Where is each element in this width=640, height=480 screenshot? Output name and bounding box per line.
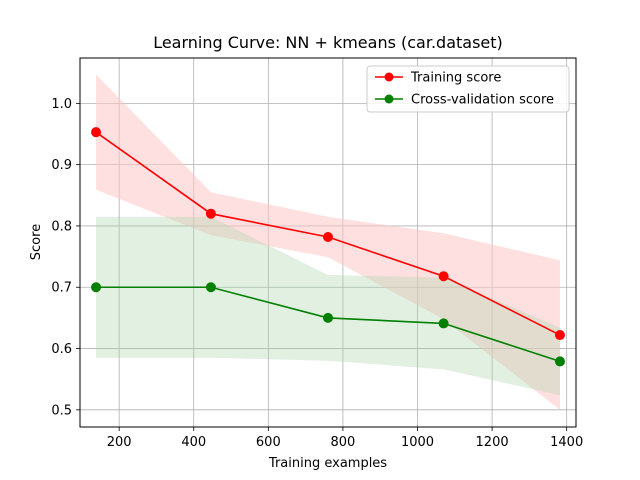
point-series-1 (323, 231, 333, 242)
y-tick-label: 0.9 (51, 158, 72, 173)
confidence-bands (96, 74, 560, 410)
legend-box (366, 65, 570, 113)
x-tick-label: 800 (331, 435, 356, 450)
band-series-1 (96, 74, 560, 410)
point-series-2 (91, 282, 102, 293)
y-tick-label: 0.5 (51, 403, 72, 418)
x-tick-label: 1000 (401, 435, 434, 450)
x-tick-label: 1200 (476, 435, 509, 450)
x-tick-label: 1400 (550, 435, 583, 450)
point-series-2 (323, 312, 333, 323)
y-tick-label: 0.8 (51, 219, 72, 234)
point-series-2 (554, 356, 565, 367)
y-axis-ticks: 0.5 0.6 0.7 0.8 0.9 1.0 (51, 97, 80, 418)
point-series-1 (554, 330, 565, 341)
point-series-1 (91, 127, 102, 138)
axes-frame (79, 57, 577, 428)
chart-title: Learning Curve: NN + kmeans (car.dataset… (153, 33, 503, 52)
x-tick-label: 200 (107, 435, 132, 450)
x-tick-label: 600 (256, 435, 281, 450)
y-tick-label: 0.6 (51, 342, 72, 357)
x-axis-label: Training examples (268, 456, 387, 471)
point-series-2 (205, 282, 216, 293)
legend-swatch-marker (384, 94, 394, 104)
legend-entry: Training score (410, 71, 501, 86)
y-tick-label: 0.7 (51, 281, 72, 296)
legend-swatch-marker (384, 72, 394, 82)
legend-entry: Cross-validation score (411, 93, 554, 108)
x-axis-ticks: 200 400 600 800 1000 1200 1400 (107, 427, 583, 450)
series-points (91, 127, 565, 367)
x-tick-label: 400 (181, 435, 206, 450)
band-series-2 (96, 216, 560, 396)
y-tick-label: 1.0 (51, 97, 72, 112)
point-series-1 (438, 271, 449, 282)
point-series-1 (205, 208, 216, 219)
point-series-2 (438, 318, 449, 329)
legend: Training score Cross-validation score (366, 65, 570, 113)
y-axis-label: Score (29, 224, 44, 260)
